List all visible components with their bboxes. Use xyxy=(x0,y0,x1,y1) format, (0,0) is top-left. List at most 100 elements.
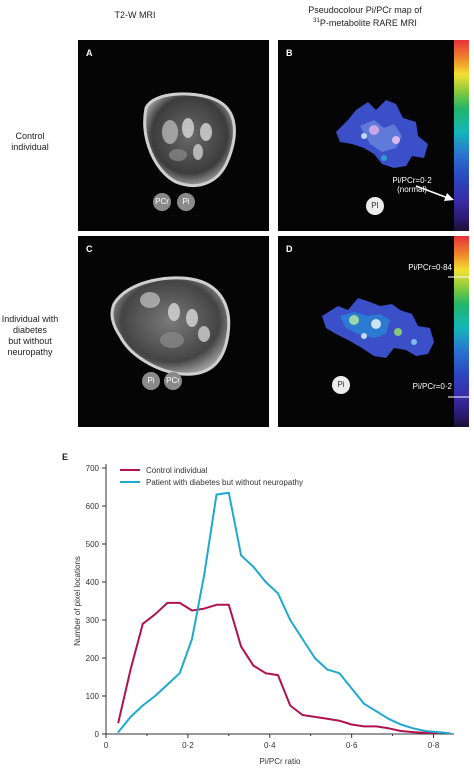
legend-label-0: Control individual xyxy=(146,466,208,475)
series-point-1 xyxy=(240,554,242,557)
series-point-0 xyxy=(338,719,341,722)
row-label-diabetes-l4: neuropathy xyxy=(7,347,53,357)
y-tick-label: 700 xyxy=(86,464,100,473)
annotation-normal-l1: Pi/PCr=0·2 xyxy=(392,176,432,185)
header-pseudocolour-line2: 31P-metabolite RARE MRI xyxy=(270,16,460,29)
chart-legend: Control individual Patient with diabetes … xyxy=(120,466,303,487)
series-point-0 xyxy=(301,714,304,716)
y-tick-label: 500 xyxy=(86,540,100,549)
series-point-0 xyxy=(191,609,193,612)
x-axis-label: Pi/PCr ratio xyxy=(260,757,301,766)
chart-letter-e: E xyxy=(62,452,69,462)
annotation-normal-l2: (normal) xyxy=(397,185,427,194)
series-point-1 xyxy=(449,732,451,735)
colour-scale-b xyxy=(454,40,469,231)
series-point-1 xyxy=(129,716,132,718)
x-tick-label: 0·2 xyxy=(182,741,194,750)
row-label-diabetes-l1: Individual with xyxy=(1,314,59,324)
series-point-1 xyxy=(375,710,378,712)
series-point-1 xyxy=(154,695,156,697)
panel-b: B Pi/PCr=0·2 (normal) PI xyxy=(278,40,469,231)
y-tick-label: 200 xyxy=(86,654,100,663)
x-tick-label: 0·6 xyxy=(346,741,358,750)
series-point-1 xyxy=(166,683,169,686)
series-point-1 xyxy=(399,723,402,726)
series-point-0 xyxy=(277,674,279,676)
y-tick-label: 0 xyxy=(95,730,100,739)
panel-a: A PCr Pi xyxy=(78,40,269,231)
y-tick-label: 600 xyxy=(86,502,100,511)
pseudocolour-map-d xyxy=(322,298,434,358)
series-point-0 xyxy=(412,731,414,733)
row-label-diabetes: Individual with diabetes but without neu… xyxy=(0,314,60,358)
header-pseudocolour-line1: Pseudocolour Pi/PCr map of xyxy=(308,5,422,15)
x-tick-label: 0·4 xyxy=(264,741,276,750)
marker-pi-b: PI xyxy=(366,197,384,215)
series-point-1 xyxy=(191,638,193,640)
series-point-0 xyxy=(350,723,353,726)
y-tick-label: 100 xyxy=(86,692,100,701)
series-point-1 xyxy=(436,731,439,733)
series-point-0 xyxy=(166,602,169,604)
series-line-1 xyxy=(117,491,450,735)
series-point-1 xyxy=(228,491,230,494)
x-tick-label: 0·8 xyxy=(428,741,440,750)
row-label-control: Control individual xyxy=(0,131,60,153)
series-point-0 xyxy=(264,672,267,674)
panel-a-letter: A xyxy=(86,48,93,58)
series-point-1 xyxy=(215,493,218,496)
series-point-1 xyxy=(363,702,365,705)
series-point-0 xyxy=(314,716,316,718)
annotation-084: Pi/PCr=0·84 xyxy=(408,263,452,272)
series-point-1 xyxy=(178,672,181,674)
series-point-0 xyxy=(203,607,206,610)
y-tick-label: 300 xyxy=(86,616,100,625)
marker-pcr: PCr xyxy=(153,193,171,211)
legend-label-1: Patient with diabetes but without neurop… xyxy=(146,478,303,487)
line-chart: 0 100 200 300 400 500 600 700 0 0·2 0·4 0·6 0·8 Pi/PC… xyxy=(73,464,454,766)
series-point-0 xyxy=(387,727,390,730)
panel-d-letter: D xyxy=(286,244,293,254)
header-t2w-mri: T2-W MRI xyxy=(114,10,156,20)
series-point-0 xyxy=(215,604,218,606)
series-point-0 xyxy=(363,725,365,728)
series-point-1 xyxy=(117,731,120,733)
marker-pi-d: Pi xyxy=(332,376,350,394)
series-line-0 xyxy=(117,601,438,735)
mri-image-c xyxy=(110,276,231,376)
series-point-0 xyxy=(178,602,181,604)
series-point-1 xyxy=(203,573,206,576)
series-point-1 xyxy=(350,687,353,690)
row-label-diabetes-l2: diabetes xyxy=(12,325,48,335)
marker-pi: Pi xyxy=(177,193,195,211)
panel-c-letter: C xyxy=(86,244,93,254)
series-point-1 xyxy=(338,672,341,674)
series-point-0 xyxy=(289,704,292,707)
series-point-0 xyxy=(399,730,402,732)
series-point-1 xyxy=(142,704,144,707)
series-point-1 xyxy=(289,619,292,621)
pseudocolour-map-b xyxy=(336,100,428,168)
chart-axes: 0 100 200 300 400 500 600 700 0 0·2 0·4 0·6 0·8 Pi/PC… xyxy=(73,464,454,766)
series-point-0 xyxy=(117,721,120,724)
colour-scale-d xyxy=(454,236,469,427)
series-point-1 xyxy=(277,592,279,595)
panel-d: D Pi/PCr=0·84 Pi/PCr=0·2 Pi xyxy=(278,236,469,427)
header-sup-31: 31 xyxy=(313,18,320,24)
series-point-1 xyxy=(412,727,414,730)
series-point-0 xyxy=(375,725,378,728)
y-axis-label: Number of pixel locations xyxy=(73,556,82,646)
panel-b-letter: B xyxy=(286,48,293,58)
header-pseudocolour-line2-text: P-metabolite RARE MRI xyxy=(319,18,417,28)
mri-image-a xyxy=(143,92,236,187)
chart-series xyxy=(117,491,451,735)
marker-pcr-c: PCr xyxy=(164,372,182,390)
series-point-1 xyxy=(326,668,328,671)
series-point-0 xyxy=(326,718,328,720)
series-point-0 xyxy=(424,732,427,734)
series-point-0 xyxy=(154,613,156,616)
annotation-normal: Pi/PCr=0·2 (normal) xyxy=(382,176,442,194)
series-point-1 xyxy=(314,657,316,659)
scale-ticks-d xyxy=(448,276,469,398)
series-point-1 xyxy=(301,638,304,640)
